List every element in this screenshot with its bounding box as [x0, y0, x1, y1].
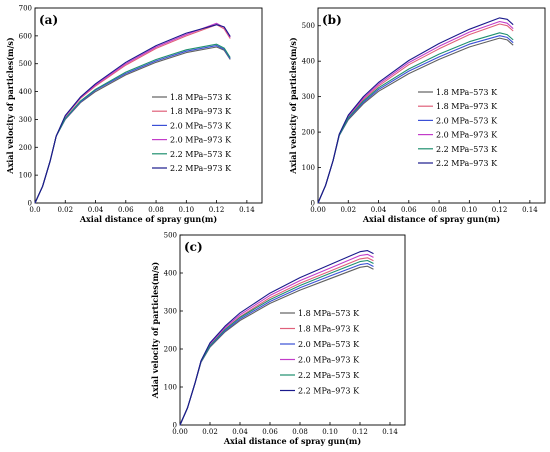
- chart-panel-c: 0.00 0.02 0.04 0.06 0.08 0.10 0.12 0.14 0 100 200 3…: [150, 232, 406, 446]
- y-tick-label: 100: [164, 384, 177, 392]
- y-axis-label: Axial velocity of particles(m/s): [5, 37, 15, 175]
- series-line: [317, 17, 514, 204]
- y-tick-label: 300: [164, 308, 177, 316]
- plot-frame: [34, 7, 263, 204]
- legend-entry: 1.8 MPa–573 K: [298, 309, 360, 318]
- x-tick-label: 0.14: [382, 428, 398, 436]
- x-tick-label: 0.12: [492, 206, 508, 214]
- y-tick-label: 0: [173, 422, 177, 430]
- y-tick-label: 300: [19, 116, 32, 124]
- y-tick-label: 500: [164, 232, 177, 240]
- legend-entry: 1.8 MPa–973 K: [298, 325, 360, 334]
- y-tick-label: 500: [302, 22, 315, 30]
- chart-panel-b: 0.00 0.02 0.04 0.06 0.08 0.10 0.12 0.14 0 100 200 3…: [288, 7, 546, 224]
- plot-frame: [317, 7, 546, 204]
- x-tick-label: 0.10: [179, 206, 195, 214]
- x-tick-label: 0.10: [322, 428, 338, 436]
- x-tick-label: 0.12: [352, 428, 368, 436]
- y-tick-label: 0: [28, 200, 32, 208]
- legend-entry: 1.8 MPa–973 K: [170, 107, 232, 116]
- y-tick-label: 200: [164, 346, 177, 354]
- x-tick-label: 0.04: [371, 206, 387, 214]
- y-axis-label: Axial velocity of particles(m/s): [150, 262, 160, 400]
- chart-panel-a: 0.0 0.02 0.04 0.06 0.08 0.10 0.12 0.14 0 100 200 30…: [5, 5, 263, 224]
- x-tick-label: 0.08: [148, 206, 164, 214]
- series-line: [179, 250, 374, 426]
- x-tick-label: 0.06: [401, 206, 417, 214]
- x-tick-label: 0.02: [340, 206, 356, 214]
- x-tick-label: 0.14: [239, 206, 255, 214]
- y-tick-label: 500: [19, 60, 32, 68]
- y-tick-label: 700: [19, 5, 32, 13]
- panel-label: (a): [39, 13, 58, 27]
- x-tick-label: 0.14: [522, 206, 538, 214]
- legend-entry: 2.2 MPa–573 K: [170, 150, 232, 159]
- x-tick-label: 0.02: [57, 206, 73, 214]
- panel-label: (b): [322, 13, 342, 27]
- legend-entry: 2.0 MPa–573 K: [436, 116, 498, 125]
- plot-frame: [179, 234, 406, 426]
- legend-entry: 2.0 MPa–973 K: [170, 136, 232, 145]
- legend-entry: 1.8 MPa–573 K: [170, 93, 232, 102]
- y-tick-label: 100: [302, 164, 315, 172]
- legend-entry: 2.2 MPa–573 K: [298, 371, 360, 380]
- legend-entry: 2.2 MPa–573 K: [436, 145, 498, 154]
- y-axis-label: Axial velocity of particles(m/s): [288, 37, 298, 175]
- legend-entry: 1.8 MPa–573 K: [436, 88, 498, 97]
- x-tick-label: 0.10: [462, 206, 478, 214]
- x-axis-label: Axial distance of spray gun(m): [362, 214, 501, 224]
- x-tick-label: 0.08: [292, 428, 308, 436]
- x-tick-label: 0.08: [431, 206, 447, 214]
- y-tick-label: 0: [311, 200, 315, 208]
- legend-entry: 2.0 MPa–573 K: [170, 121, 232, 130]
- legend-entry: 2.0 MPa–973 K: [436, 131, 498, 140]
- series-line: [317, 23, 514, 204]
- x-tick-label: 0.00: [310, 206, 326, 214]
- x-tick-label: 0.02: [202, 428, 218, 436]
- x-tick-label: 0.00: [172, 428, 188, 436]
- x-tick-label: 0.12: [209, 206, 225, 214]
- x-tick-label: 0.06: [118, 206, 134, 214]
- y-tick-label: 400: [302, 58, 315, 66]
- y-tick-label: 200: [302, 129, 315, 137]
- x-tick-label: 0.06: [262, 428, 278, 436]
- y-tick-label: 100: [19, 172, 32, 180]
- y-tick-label: 400: [164, 270, 177, 278]
- legend-entry: 2.0 MPa–573 K: [298, 340, 360, 349]
- series-line: [34, 24, 231, 204]
- legend-entry: 1.8 MPa–973 K: [436, 102, 498, 111]
- x-tick-label: 0.0: [29, 206, 40, 214]
- y-tick-label: 200: [19, 144, 32, 152]
- x-axis-label: Axial distance of spray gun(m): [223, 436, 362, 446]
- y-tick-label: 300: [302, 93, 315, 101]
- y-tick-label: 600: [19, 32, 32, 40]
- legend-entry: 2.0 MPa–973 K: [298, 356, 360, 365]
- legend-entry: 2.2 MPa–973 K: [436, 159, 498, 168]
- y-tick-label: 400: [19, 88, 32, 96]
- x-axis-label: Axial distance of spray gun(m): [79, 214, 218, 224]
- x-tick-label: 0.04: [88, 206, 104, 214]
- series-line: [317, 20, 514, 204]
- x-tick-label: 0.04: [232, 428, 248, 436]
- legend-entry: 2.2 MPa–973 K: [170, 164, 232, 173]
- panel-label: (c): [184, 240, 203, 254]
- legend-entry: 2.2 MPa–973 K: [298, 387, 360, 396]
